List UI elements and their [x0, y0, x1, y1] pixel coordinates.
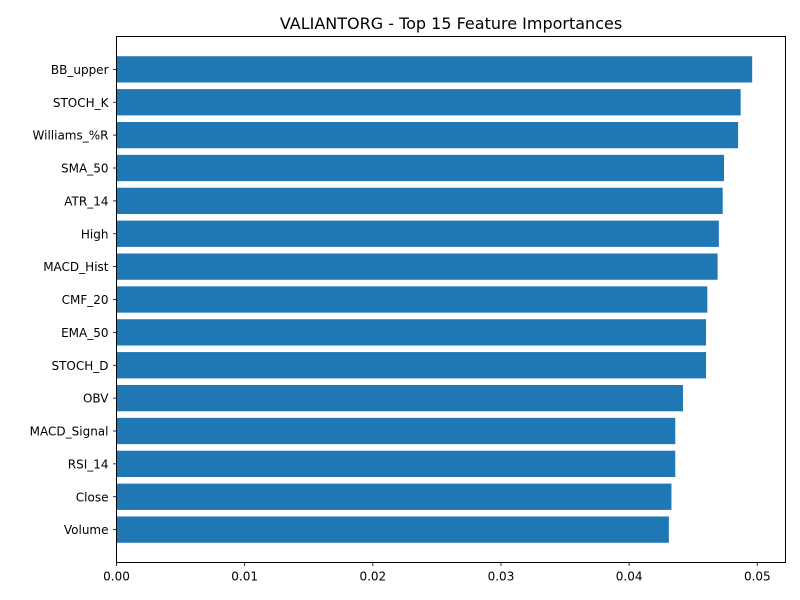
y-tick-label: EMA_50: [61, 326, 108, 340]
y-tick-label: MACD_Signal: [30, 425, 109, 439]
y-tick-label: Volume: [64, 523, 109, 537]
bar-high: [116, 220, 719, 247]
bar-rsi-14: [116, 450, 676, 478]
bars-group: [116, 56, 753, 543]
bar-stoch-k: [116, 89, 741, 116]
bar-bb-upper: [116, 56, 753, 83]
y-tick-label: STOCH_K: [53, 96, 110, 110]
bar-atr-14: [116, 187, 723, 215]
plot-frame: [116, 36, 786, 563]
bar-volume: [116, 516, 669, 543]
bar-sma-50: [116, 154, 724, 182]
y-tick-label: ATR_14: [64, 194, 108, 208]
bar-obv: [116, 384, 683, 412]
x-tick-label: 0.04: [616, 570, 643, 584]
y-tick-label: STOCH_D: [51, 359, 108, 373]
bar-williams-r: [116, 121, 739, 149]
y-tick-label: SMA_50: [61, 162, 108, 176]
x-tick-label: 0.00: [103, 570, 130, 584]
y-tick-label: BB_upper: [51, 63, 109, 77]
y-tick-label: Williams_%R: [33, 129, 109, 143]
x-axis: 0.00 0.01 0.02 0.03 0.04 0.05: [103, 562, 771, 584]
y-tick-label: CMF_20: [62, 293, 109, 307]
x-tick-label: 0.05: [744, 570, 771, 584]
bar-ema-50: [116, 319, 707, 346]
bar-stoch-d: [116, 352, 707, 379]
x-tick-label: 0.02: [359, 570, 386, 584]
bar-macd-hist: [116, 253, 718, 280]
y-tick-label: High: [81, 227, 109, 241]
y-tick-label: RSI_14: [68, 457, 109, 471]
bar-macd-signal: [116, 417, 676, 445]
x-tick-label: 0.01: [231, 570, 258, 584]
bar-cmf-20: [116, 286, 708, 313]
y-tick-label: MACD_Hist: [43, 260, 109, 274]
chart-title: VALIANTORG - Top 15 Feature Importances: [280, 14, 622, 33]
x-tick-label: 0.03: [488, 570, 515, 584]
y-axis: BB_upper STOCH_K Williams_%R SMA_50 ATR_14 Hi…: [30, 63, 117, 537]
y-tick-label: Close: [76, 490, 109, 504]
y-tick-label: OBV: [83, 392, 109, 406]
bar-close: [116, 483, 672, 510]
